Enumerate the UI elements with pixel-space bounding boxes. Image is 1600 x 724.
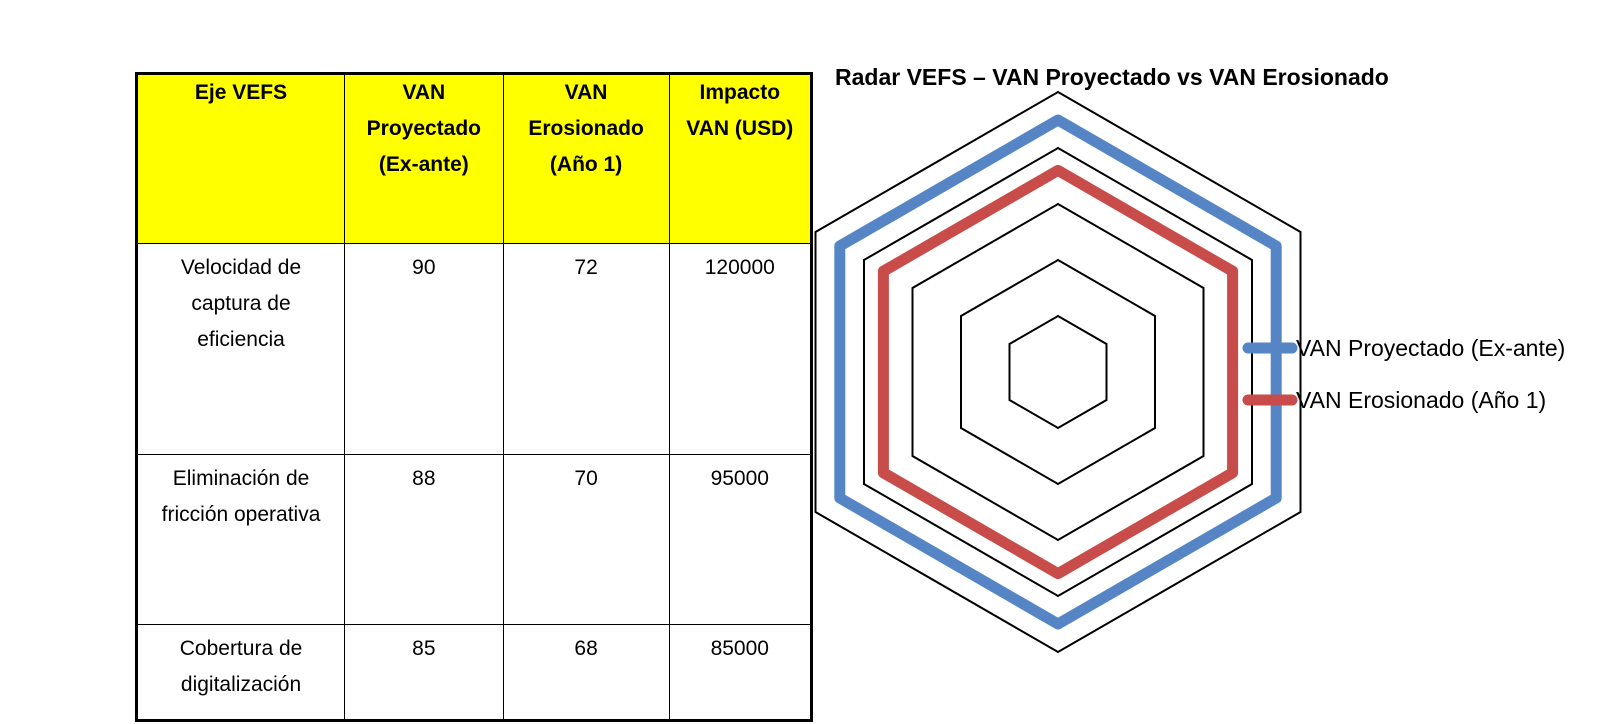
grid-ring bbox=[960, 258, 1156, 486]
grid-ring bbox=[1008, 314, 1108, 430]
chart-title: Radar VEFS – VAN Proyectado vs VAN Erosi… bbox=[835, 64, 1389, 90]
table-cell: 95000 bbox=[668, 454, 813, 625]
table-cell: Cobertura de digitalización bbox=[135, 623, 346, 722]
header-van-erosionado: VAN Erosionado (Año 1) bbox=[502, 73, 670, 244]
radar-series bbox=[834, 114, 1282, 630]
chart-legend: VAN Proyectado (Ex-ante) VAN Erosionado (… bbox=[1242, 335, 1565, 413]
grid-ring bbox=[863, 146, 1253, 598]
table-cell: Eliminación de fricción operativa bbox=[135, 454, 346, 625]
series-line-1 bbox=[834, 114, 1282, 630]
table-cell: 90 bbox=[344, 242, 504, 456]
table-cell: 70 bbox=[502, 454, 670, 625]
header-van-proyectado: VAN Proyectado (Ex-ante) bbox=[344, 73, 504, 244]
table-cell: 85000 bbox=[668, 623, 813, 722]
header-impacto: Impacto VAN (USD) bbox=[668, 73, 813, 244]
legend-label: VAN Proyectado (Ex-ante) bbox=[1296, 335, 1565, 361]
data-table: Eje VEFS VAN Proyectado (Ex-ante) VAN Er… bbox=[135, 72, 813, 722]
series-line-2 bbox=[877, 164, 1239, 580]
grid-ring bbox=[814, 90, 1302, 654]
table-cell: Velocidad de captura de eficiencia bbox=[135, 242, 346, 456]
table-header-row: Eje VEFS VAN Proyectado (Ex-ante) VAN Er… bbox=[135, 73, 813, 244]
grid-ring bbox=[911, 202, 1205, 542]
table-cell: 85 bbox=[344, 623, 504, 722]
table-cell: 120000 bbox=[668, 242, 813, 456]
table-cell: 88 bbox=[344, 454, 504, 625]
table-row: Cobertura de digitalización 85 68 85000 bbox=[135, 623, 813, 722]
table-row: Eliminación de fricción operativa 88 70 … bbox=[135, 454, 813, 625]
table-row: Velocidad de captura de eficiencia 90 72… bbox=[135, 242, 813, 456]
table-cell: 68 bbox=[502, 623, 670, 722]
legend-label: VAN Erosionado (Año 1) bbox=[1296, 387, 1546, 413]
radar-grid bbox=[814, 90, 1302, 654]
